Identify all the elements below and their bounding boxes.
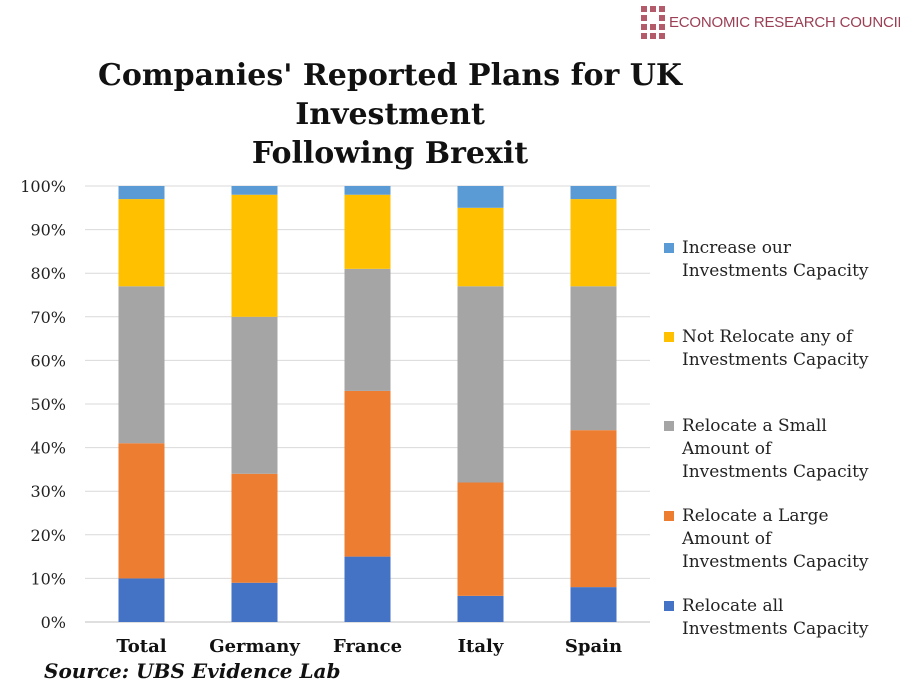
bar-segment	[118, 199, 165, 287]
legend-swatch	[664, 243, 674, 253]
bar-segment	[457, 207, 504, 287]
y-tick-label: 50%	[30, 395, 66, 414]
bar-segment	[570, 430, 617, 588]
bar-segment	[570, 199, 617, 287]
bar-segment	[457, 482, 504, 596]
logo: ECONOMIC RESEARCH COUNCIL	[641, 6, 900, 39]
bar-segment	[231, 194, 278, 317]
legend-label: Relocate a Small Amount of Investments C…	[682, 416, 869, 482]
x-tick-label: Total	[116, 636, 166, 657]
bar-segment	[344, 268, 391, 391]
legend-swatch	[664, 421, 674, 431]
legend-label: Increase our Investments Capacity	[682, 238, 869, 281]
chart-title-line: Investment	[295, 97, 485, 132]
x-tick-label: Italy	[458, 636, 504, 657]
legend-swatch	[664, 332, 674, 342]
chart-title-line: Following Brexit	[251, 136, 529, 171]
legend-swatch	[664, 511, 674, 521]
legend-swatch	[664, 601, 674, 611]
bar-segment	[118, 443, 165, 579]
bar-segment	[344, 194, 391, 269]
bar-segment	[231, 186, 278, 195]
bar-segment	[570, 286, 617, 431]
y-tick-label: 60%	[30, 351, 66, 370]
bar-segment	[344, 556, 391, 622]
bar-segment	[570, 186, 617, 200]
legend-label: Not Relocate any of Investments Capacity	[682, 327, 869, 370]
bar-segment	[457, 286, 504, 483]
x-tick-label: Germany	[209, 636, 300, 657]
y-tick-label: 30%	[30, 482, 66, 501]
legend-item: Not Relocate any of Investments Capacity	[664, 326, 892, 372]
bar-segment	[457, 595, 504, 622]
y-tick-label: 80%	[30, 264, 66, 283]
bar-segment	[344, 186, 391, 195]
bar-segment	[118, 186, 165, 200]
chart-title: Companies' Reported Plans for UK Investm…	[60, 56, 720, 173]
legend-item: Relocate a Large Amount of Investments C…	[664, 505, 892, 574]
bar-segment	[570, 587, 617, 622]
y-tick-label: 40%	[30, 439, 66, 458]
bar-segment	[118, 286, 165, 444]
x-tick-label: Spain	[565, 636, 622, 657]
legend-item: Relocate a Small Amount of Investments C…	[664, 415, 892, 484]
logo-text: ECONOMIC RESEARCH COUNCIL	[669, 14, 900, 31]
bar-segment	[118, 578, 165, 622]
legend-label: Relocate all Investments Capacity	[682, 596, 869, 639]
legend-item: Relocate all Investments Capacity	[664, 595, 892, 641]
y-tick-label: 10%	[30, 569, 66, 588]
y-tick-label: 100%	[20, 177, 66, 196]
bar-segment	[344, 390, 391, 557]
bar-segment	[231, 582, 278, 622]
chart-title-line: Companies' Reported Plans for UK	[98, 58, 682, 93]
y-tick-label: 20%	[30, 526, 66, 545]
source-note: Source: UBS Evidence Lab	[44, 659, 341, 683]
legend-label: Relocate a Large Amount of Investments C…	[682, 506, 869, 572]
bar-segment	[457, 186, 504, 208]
y-tick-label: 70%	[30, 308, 66, 327]
bar-segment	[231, 316, 278, 474]
logo-mark-icon	[641, 6, 665, 39]
x-tick-label: France	[333, 636, 402, 657]
legend-item: Increase our Investments Capacity	[664, 237, 892, 283]
bar-segment	[231, 473, 278, 583]
y-tick-label: 0%	[41, 613, 66, 632]
y-tick-label: 90%	[30, 221, 66, 240]
